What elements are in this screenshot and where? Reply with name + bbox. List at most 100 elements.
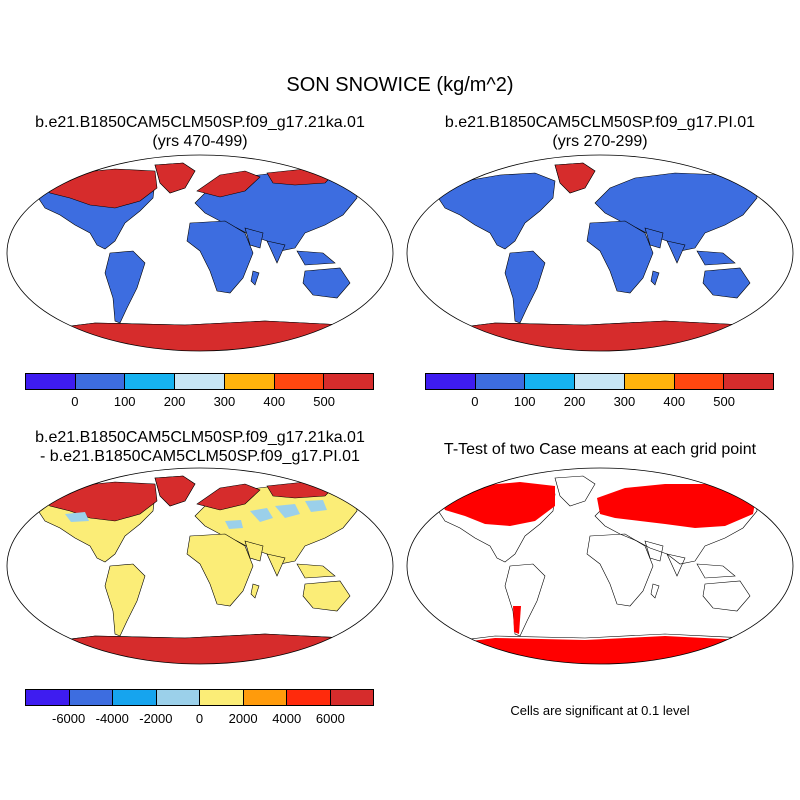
region-siberia [266, 481, 336, 499]
main-title: SON SNOWICE (kg/m^2) [286, 74, 514, 96]
colorbar-box [575, 374, 625, 389]
region-southAmerica [104, 563, 146, 637]
colorbar-box [75, 374, 126, 389]
panel-4-title: T-Test of two Case means at each grid po… [405, 440, 795, 459]
colorbar-tick-label: 500 [713, 394, 735, 409]
region-india [266, 240, 286, 264]
colorbar-tick-label: 300 [613, 394, 636, 409]
colorbar-difference [25, 689, 374, 706]
region-greenland [554, 162, 596, 194]
region-africa [186, 220, 254, 294]
colorbar-tick-label: -2000 [139, 711, 173, 726]
colorbar-box [525, 374, 576, 389]
region-arabia [644, 227, 664, 249]
colorbar-tick-label: 0 [471, 394, 479, 409]
colorbar-box [200, 690, 244, 705]
colorbar-box [224, 374, 275, 389]
region-greenland [154, 162, 196, 194]
region-australia [702, 580, 751, 612]
colorbar-box [624, 374, 675, 389]
region-southAmerica [504, 250, 546, 324]
panel-1-title-line2: (yrs 470-499) [152, 133, 248, 150]
colorbar-box [724, 374, 774, 389]
region-india [266, 553, 286, 577]
region-antarctica [409, 320, 791, 351]
region-africa [586, 533, 654, 607]
region-andes [513, 606, 521, 634]
region-australia [702, 267, 751, 299]
colorbar-tick-label: 100 [513, 394, 536, 409]
colorbar-box [125, 374, 176, 389]
colorbar-tick-label: 400 [663, 394, 686, 409]
colorbar-tick-label: 0 [71, 394, 79, 409]
colorbar-box [426, 374, 476, 389]
region-e [225, 520, 243, 529]
region-arabia [244, 227, 264, 249]
colorbar-tick-label: 200 [563, 394, 586, 409]
colorbar-tick-label: 200 [163, 394, 186, 409]
colorbar-panel-2-labels: 0 100 200 300 400 500 [425, 394, 774, 410]
colorbar-box [26, 374, 76, 389]
region-arabia [244, 540, 264, 562]
region-seAsia [696, 563, 736, 579]
region-antarctica [410, 636, 790, 664]
panel-1-title-line1: b.e21.B1850CAM5CLM50SP.f09_g17.21ka.01 [35, 114, 365, 131]
colorbar-tick-label: -6000 [52, 711, 86, 726]
map-diff-negative [65, 500, 327, 529]
panel-3-title-line2: - b.e21.B1850CAM5CLM50SP.f09_g17.PI.01 [40, 448, 360, 465]
colorbar-tick-label: 100 [113, 394, 136, 409]
colorbar-box [324, 374, 374, 389]
colorbar-panel-2 [425, 373, 774, 390]
region-siberia [266, 168, 336, 186]
panel-3-title-line1: b.e21.B1850CAM5CLM50SP.f09_g17.21ka.01 [35, 429, 365, 446]
panel-4-title-line1: T-Test of two Case means at each grid po… [443, 441, 757, 458]
region-d [65, 512, 89, 522]
region-india [666, 553, 686, 577]
region-madagascar [650, 270, 660, 286]
region-northAmerica [434, 172, 556, 250]
region-arabia [644, 540, 664, 562]
panel-3-title: b.e21.B1850CAM5CLM50SP.f09_g17.21ka.01 -… [5, 428, 395, 466]
map-21ka [6, 154, 394, 352]
colorbar-box [287, 690, 331, 705]
region-b [275, 504, 300, 518]
region-fennoscandia [196, 483, 261, 511]
colorbar-box [330, 690, 373, 705]
region-greenland [154, 475, 196, 507]
region-eur [597, 484, 757, 528]
significance-note: Cells are significant at 0.1 level [510, 703, 690, 718]
colorbar-tick-label: 6000 [315, 711, 345, 726]
colorbar-tick-label: 500 [313, 394, 335, 409]
region-antarctica [9, 633, 391, 664]
colorbar-box [274, 374, 325, 389]
region-fennoscandia [196, 170, 261, 198]
colorbar-panel-1 [25, 373, 374, 390]
region-madagascar [650, 583, 660, 599]
region-seAsia [296, 250, 336, 266]
colorbar-tick-label: 0 [195, 711, 204, 726]
region-madagascar [250, 583, 260, 599]
colorbar-box [156, 690, 200, 705]
panel-2-title-line1: b.e21.B1850CAM5CLM50SP.f09_g17.PI.01 [444, 114, 756, 131]
colorbar-tick-label: 4000 [272, 711, 302, 726]
region-africa [186, 533, 254, 607]
region-australia [302, 267, 351, 299]
region-madagascar [250, 270, 260, 286]
colorbar-box [475, 374, 526, 389]
map-difference [6, 467, 394, 665]
colorbar-difference-labels: -6000 -4000 -2000 0 2000 4000 6000 [25, 711, 374, 727]
region-c [305, 500, 327, 512]
colorbar-box [26, 690, 70, 705]
colorbar-tick-label: 300 [213, 394, 236, 409]
colorbar-panel-1-labels: 0 100 200 300 400 500 [25, 394, 374, 410]
region-southAmerica [104, 250, 146, 324]
region-australia [302, 580, 351, 612]
colorbar-box [243, 690, 287, 705]
colorbar-box [69, 690, 113, 705]
colorbar-box [674, 374, 725, 389]
region-india [666, 240, 686, 264]
region-africa [586, 220, 654, 294]
colorbar-tick-label: -4000 [95, 711, 129, 726]
region-southAmerica [504, 563, 546, 637]
colorbar-tick-label: 2000 [228, 711, 258, 726]
